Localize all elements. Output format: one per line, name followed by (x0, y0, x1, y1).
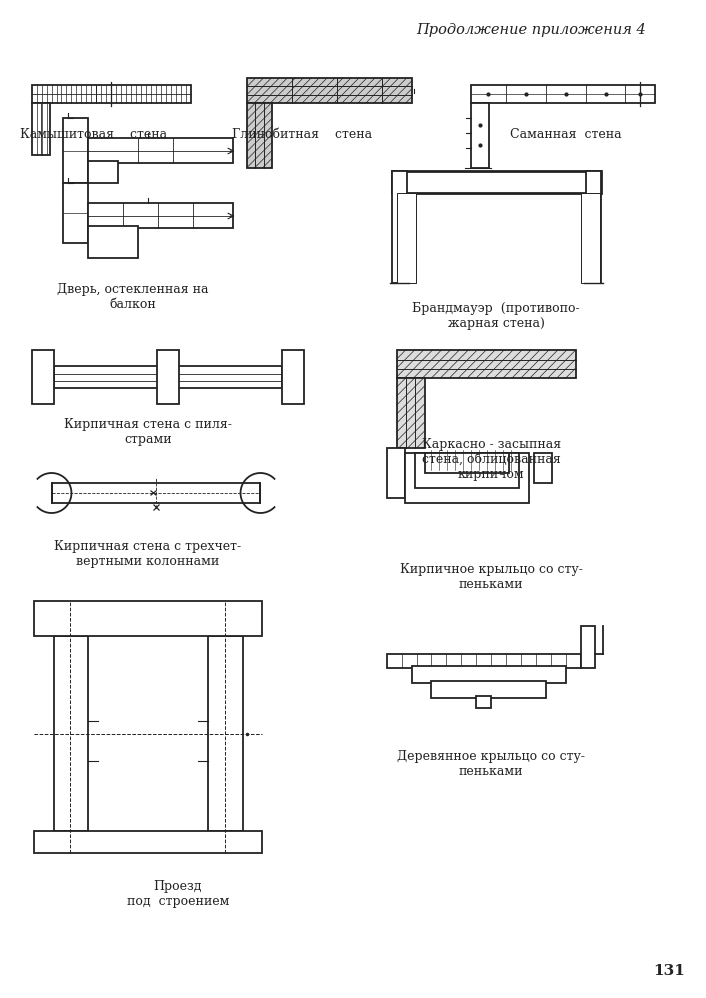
Bar (397, 193, 416, 283)
Text: Камышитовая    стена: Камышитовая стена (20, 128, 167, 141)
Bar (397, 378, 424, 448)
Bar (405, 453, 529, 503)
Bar (34, 831, 263, 853)
Bar (88, 138, 232, 163)
Bar (157, 350, 179, 404)
Bar (387, 654, 580, 668)
Bar (387, 448, 405, 498)
Bar (477, 696, 491, 708)
Bar (88, 226, 138, 258)
Bar (52, 483, 261, 503)
Text: Дверь, остекленная на
балкон: Дверь, остекленная на балкон (57, 283, 209, 311)
Bar (534, 453, 552, 483)
Text: Проезд
под  строением: Проезд под строением (126, 880, 229, 908)
Bar (397, 350, 575, 378)
Bar (580, 193, 599, 283)
Bar (412, 666, 566, 683)
Bar (392, 171, 601, 193)
Text: Саманная  стена: Саманная стена (510, 128, 621, 141)
Text: Продолжение приложения 4: Продолжение приложения 4 (416, 23, 646, 37)
Bar (580, 626, 594, 668)
Bar (32, 350, 54, 404)
Text: 131: 131 (653, 964, 685, 978)
Bar (392, 171, 407, 283)
Bar (208, 636, 243, 831)
Text: Кирпичное крыльцо со сту-
пеньками: Кирпичное крыльцо со сту- пеньками (400, 563, 582, 591)
Bar (88, 161, 118, 183)
Bar (64, 183, 88, 243)
Bar (472, 85, 655, 103)
Text: Каркасно - засыпная
стена, облицованная
кирпичом: Каркасно - засыпная стена, облицованная … (421, 438, 561, 481)
Text: Брандмауэр  (противопо-
жарная стена): Брандмауэр (противопо- жарная стена) (412, 302, 580, 330)
Bar (472, 103, 489, 168)
Text: Кирпичная стена с пиля-
страми: Кирпичная стена с пиля- страми (64, 418, 232, 446)
Bar (88, 203, 232, 228)
Bar (248, 103, 273, 168)
Text: Глинобитная    стена: Глинобитная стена (232, 128, 372, 141)
Text: Кирпичная стена с трехчет-
вертными колоннами: Кирпичная стена с трехчет- вертными коло… (54, 540, 241, 568)
Bar (282, 350, 304, 404)
Bar (34, 601, 263, 636)
Bar (54, 636, 88, 831)
Bar (424, 453, 509, 473)
Bar (431, 681, 546, 698)
Bar (248, 78, 412, 103)
Bar (414, 453, 519, 488)
Bar (64, 118, 88, 183)
Bar (586, 171, 601, 283)
Bar (54, 366, 282, 388)
Bar (32, 103, 49, 155)
Text: Деревянное крыльцо со сту-
пеньками: Деревянное крыльцо со сту- пеньками (397, 750, 585, 778)
Bar (32, 85, 191, 103)
